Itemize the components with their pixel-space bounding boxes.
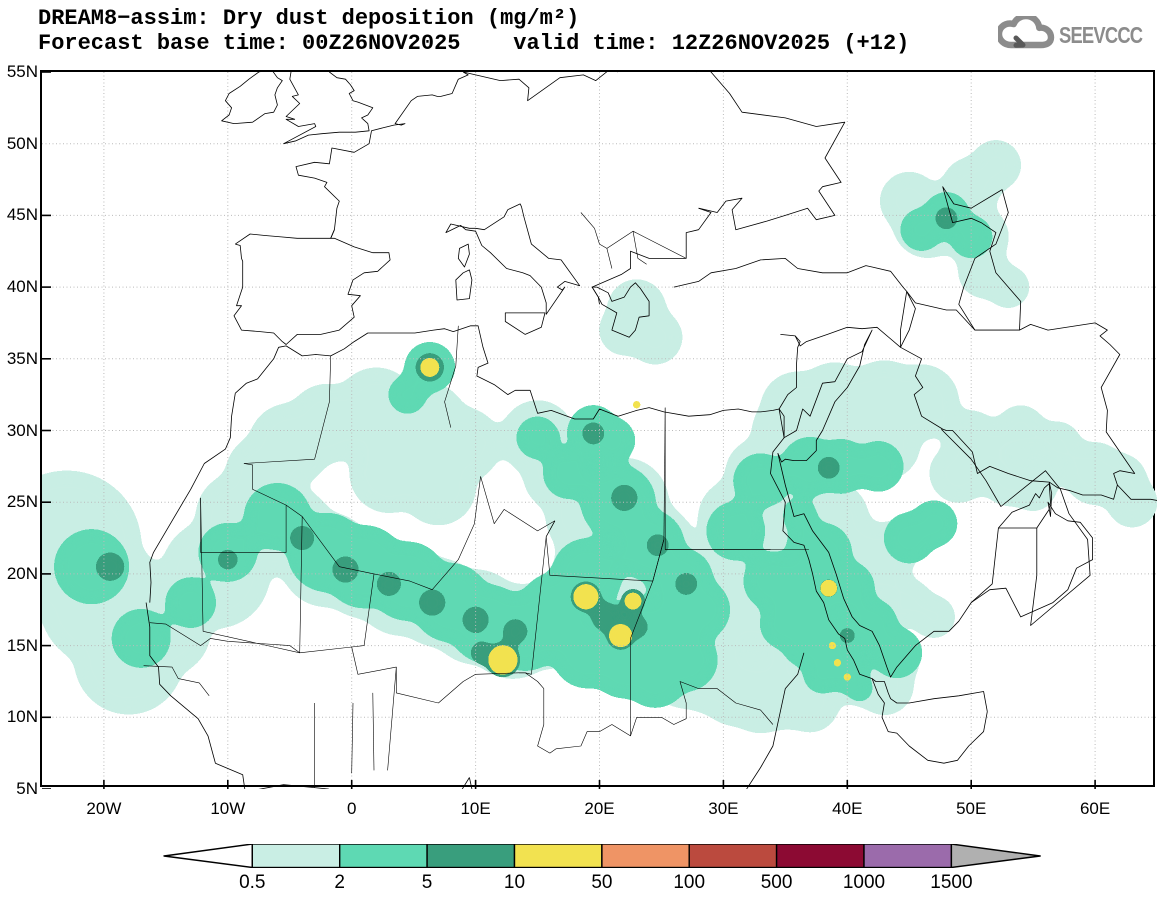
svg-text:SEEVCCC: SEEVCCC xyxy=(1059,23,1143,48)
